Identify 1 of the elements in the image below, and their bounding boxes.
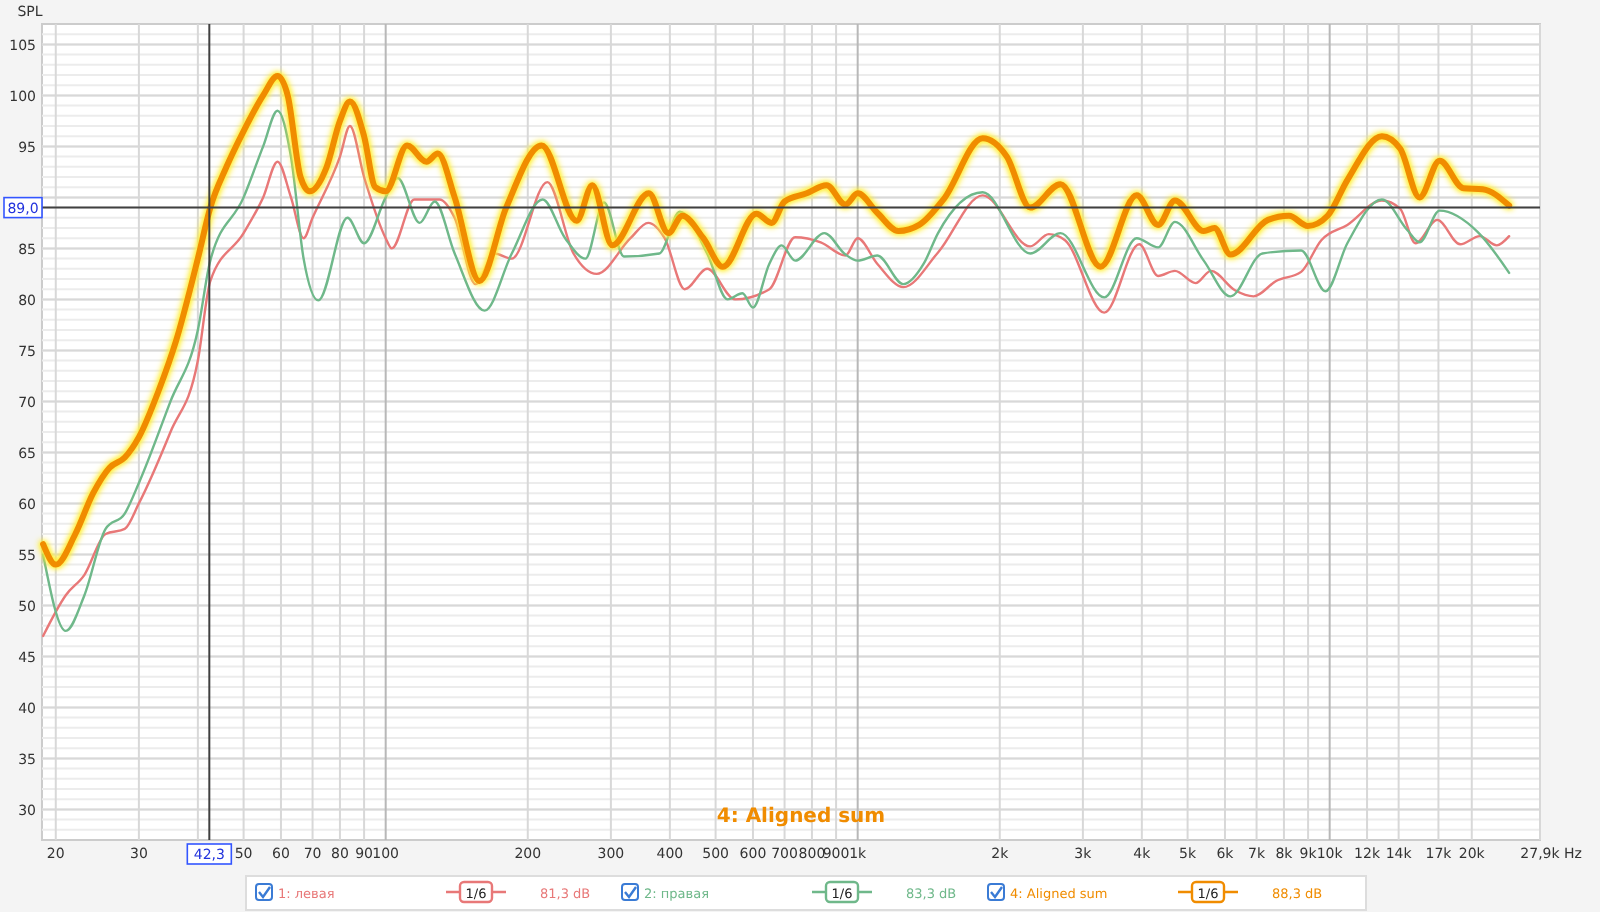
annotation: 4: Aligned sum [716,806,886,828]
